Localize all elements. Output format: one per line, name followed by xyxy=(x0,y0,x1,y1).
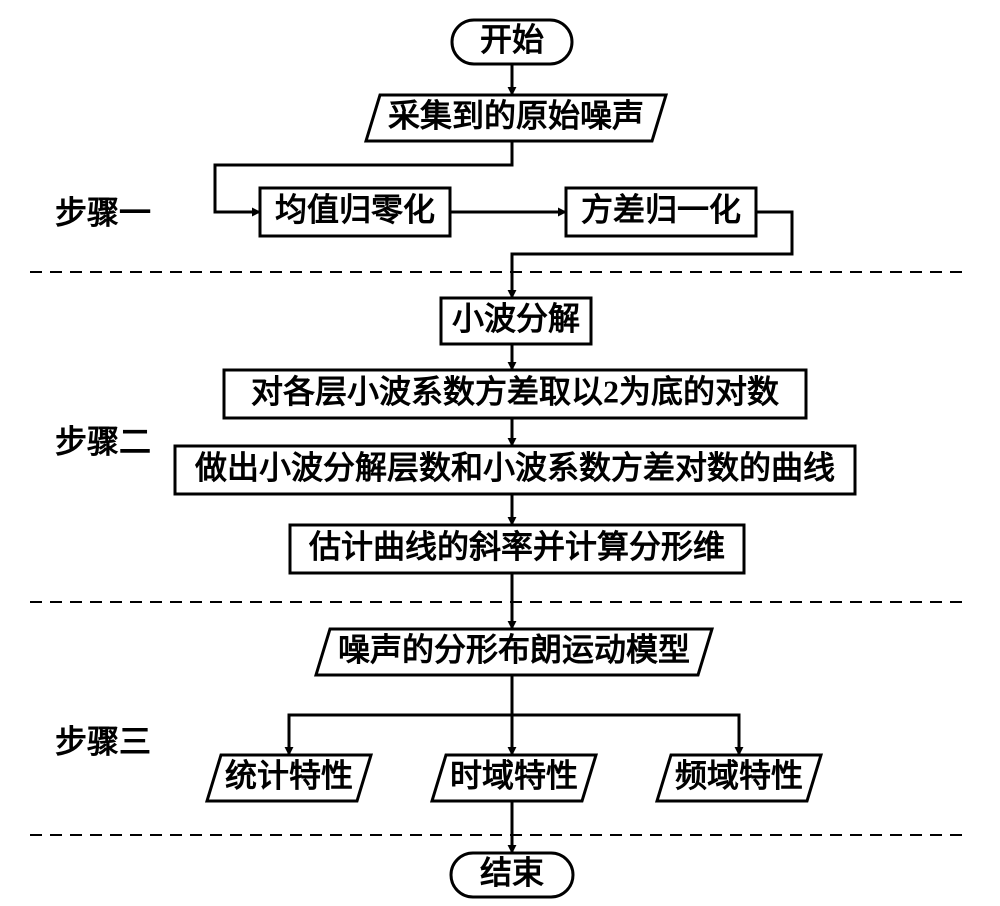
edge-fbm-freq xyxy=(512,675,739,755)
node-label-meanZero: 均值归零化 xyxy=(275,191,435,227)
node-label-wavelet: 小波分解 xyxy=(452,300,580,336)
node-label-inNoise: 采集到的原始噪声 xyxy=(388,97,644,133)
step-label-step3: 步骤三 xyxy=(55,723,151,759)
edge-fbm-stat xyxy=(289,675,512,755)
node-label-curve: 做出小波分解层数和小波系数方差对数的曲线 xyxy=(194,449,835,485)
flowchart-svg: 步骤一步骤二步骤三 开始采集到的原始噪声均值归零化 方差归一化小波分解对各层小波系数… xyxy=(0,0,1000,906)
node-label-varNorm: 方差归一化 xyxy=(581,191,741,227)
node-label-end: 结束 xyxy=(480,854,544,890)
node-label-time: 时域特性 xyxy=(450,757,578,793)
node-label-fbm: 噪声的分形布朗运动模型 xyxy=(338,631,690,667)
step-label-step1: 步骤一 xyxy=(55,194,151,230)
node-label-stat: 统计特性 xyxy=(225,757,353,793)
node-label-start: 开始 xyxy=(480,21,544,57)
node-label-freq: 频域特性 xyxy=(675,757,803,793)
step-label-step2: 步骤二 xyxy=(55,423,151,459)
node-label-slope: 估计曲线的斜率并计算分形维 xyxy=(308,528,725,564)
node-label-logVar: 对各层小波系数方差取以2为底的对数 xyxy=(251,373,780,409)
